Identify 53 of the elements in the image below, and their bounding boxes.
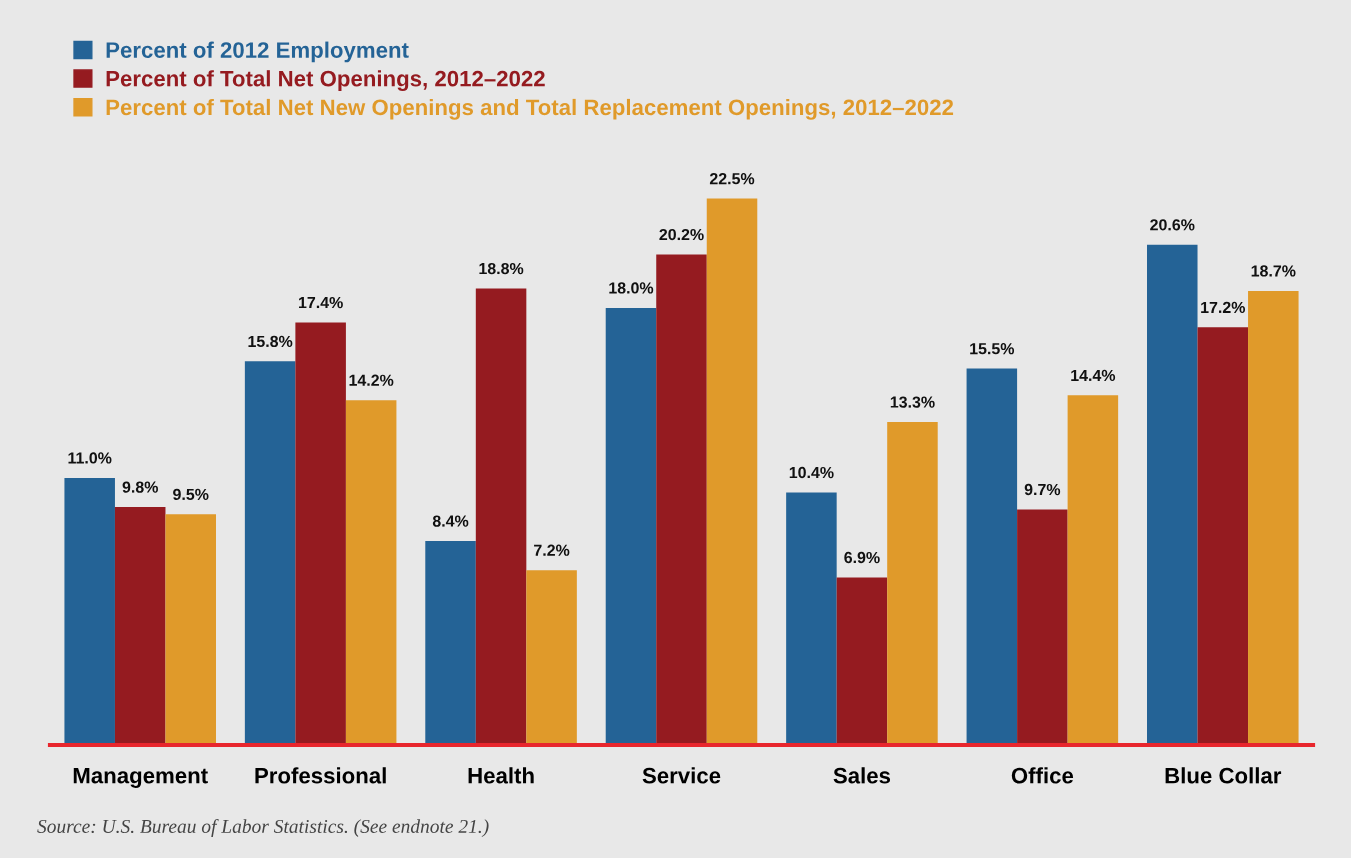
bar (786, 492, 837, 745)
data-label: 8.4% (432, 515, 469, 527)
data-label: 22.5% (709, 173, 755, 185)
data-label: 6.9% (844, 551, 880, 564)
bar (475, 288, 527, 745)
data-label: 14.4% (1071, 369, 1116, 382)
bar (605, 307, 657, 745)
bar (836, 577, 888, 745)
bar (114, 507, 166, 745)
bar (1067, 395, 1119, 745)
legend-label: Percent of 2012 Employment (106, 41, 409, 63)
x-tick-label: Health (468, 767, 534, 784)
data-label: 13.3% (890, 396, 935, 408)
data-label: 9.7% (1024, 483, 1061, 496)
bar (1248, 290, 1299, 745)
bar (244, 361, 296, 745)
x-tick-label: Professional (255, 767, 386, 784)
data-label: 9.5% (173, 488, 209, 501)
bar (1017, 509, 1068, 745)
bar (1147, 244, 1198, 745)
bar (64, 477, 115, 745)
bar (966, 368, 1018, 745)
bar (656, 254, 707, 745)
data-label: 15.5% (970, 343, 1015, 355)
data-label: 7.2% (534, 544, 570, 556)
data-label: 9.8% (122, 481, 158, 493)
source-note: Source: U.S. Bureau of Labor Statistics. (See endnote 21.) (37, 819, 489, 837)
data-label: 18.0% (609, 282, 654, 294)
bar (295, 322, 346, 745)
x-tick-label: Blue Collar (1165, 767, 1282, 784)
bar (706, 198, 758, 745)
bar (345, 400, 397, 745)
bar (887, 422, 938, 745)
bar (1197, 327, 1249, 745)
data-label: 10.4% (789, 466, 834, 479)
data-label: 20.2% (659, 228, 704, 241)
data-label: 11.0% (68, 452, 112, 464)
x-tick-label: Service (642, 767, 721, 784)
data-label: 18.7% (1251, 265, 1296, 277)
x-tick-label: Office (1011, 767, 1074, 784)
legend-label: Percent of Total Net Openings, 2012–2022 (106, 70, 545, 91)
bar (165, 514, 216, 745)
x-tick-label: Management (73, 767, 208, 788)
x-tick-label: Sales (833, 767, 891, 784)
bar (526, 570, 577, 745)
data-label: 17.2% (1201, 301, 1246, 314)
data-label: 15.8% (248, 335, 293, 348)
data-label: 17.4% (299, 296, 343, 309)
data-label: 20.6% (1150, 219, 1195, 231)
bar (425, 541, 476, 745)
data-label: 18.8% (479, 262, 524, 275)
data-label: 14.2% (349, 374, 394, 386)
legend-label: Percent of Total Net New Openings and Total Replacement Openings, 2012–2022 (106, 98, 954, 120)
